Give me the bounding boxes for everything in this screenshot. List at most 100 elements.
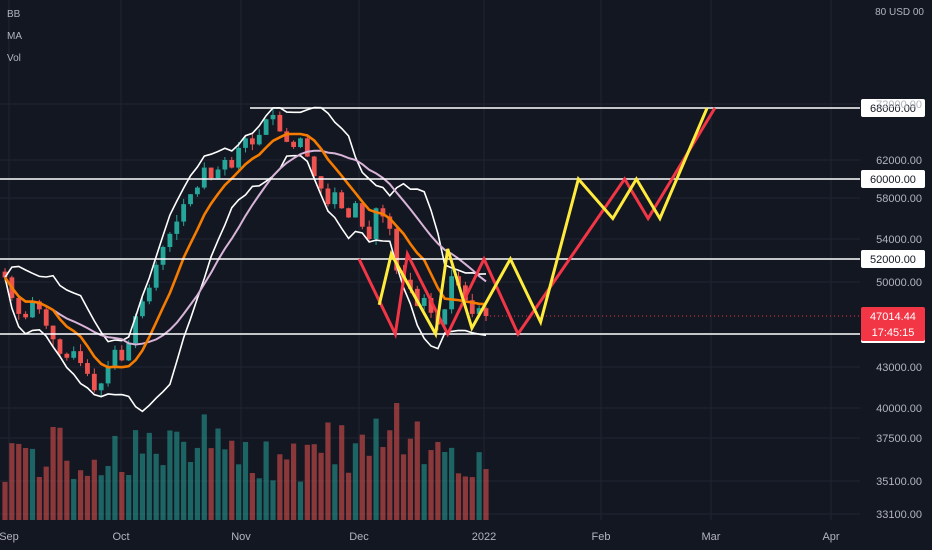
price-tick-label: 50000.00	[876, 277, 922, 289]
candle-body	[394, 228, 400, 271]
volume-bar	[16, 443, 22, 520]
volume-bar	[359, 434, 365, 520]
volume-bar	[222, 449, 228, 520]
volume-bar	[428, 450, 434, 520]
volume-bar	[2, 481, 8, 520]
volume-bar	[29, 448, 36, 520]
volume-bar	[64, 460, 70, 520]
candle-body	[243, 138, 248, 148]
currency-label[interactable]: 80 USD 00	[875, 7, 924, 18]
volume-bar	[476, 452, 482, 520]
bb-lower-band	[4, 154, 487, 413]
legend-ma[interactable]: MA	[7, 31, 22, 42]
candle-body	[339, 192, 345, 209]
candle-body	[43, 309, 49, 326]
candle-body	[16, 297, 22, 314]
volume-bar	[442, 451, 448, 520]
volume-bar	[174, 431, 180, 520]
volume-bar	[380, 447, 386, 520]
volume-bar	[414, 421, 420, 520]
price-tick-label: 62000.00	[876, 155, 922, 167]
candle-body	[291, 141, 296, 147]
volume-bar	[36, 476, 42, 520]
candle-body	[2, 271, 8, 278]
volume-bar	[91, 459, 97, 520]
axes: 68000.0060000.0052000.0045500.0072000.00…	[0, 99, 925, 543]
volume-bar	[236, 464, 242, 520]
volume-bar	[181, 441, 187, 520]
price-tick-label: 33100.00	[876, 509, 922, 521]
projection-red-line	[357, 107, 717, 340]
projection-yellow-line	[377, 107, 709, 339]
candle-body	[421, 297, 427, 306]
candle-body	[119, 349, 125, 361]
candle-body	[366, 226, 372, 239]
price-tick-label: 35100.00	[876, 476, 922, 488]
candle-body	[174, 221, 180, 234]
candle-body	[476, 308, 482, 314]
candle-body	[195, 187, 200, 195]
volume-bar	[23, 448, 29, 520]
candle-body	[277, 114, 283, 132]
level-label: 52000.00	[870, 254, 916, 266]
last-price-countdown: 17:45:15	[872, 327, 915, 339]
volume-bar	[366, 455, 372, 520]
projections	[357, 107, 717, 340]
volume-bar	[43, 466, 49, 520]
volume-bar	[242, 441, 249, 520]
candle-body	[36, 301, 42, 310]
volume-bar	[435, 441, 441, 520]
time-tick-label: Oct	[112, 531, 129, 543]
candle-body	[222, 160, 228, 170]
legend-vol[interactable]: Vol	[7, 53, 21, 64]
volume-bar	[208, 448, 214, 520]
time-tick-label: 2022	[472, 531, 496, 543]
ma-slow-line	[4, 149, 487, 346]
candle-body	[380, 208, 386, 217]
volume-bars	[2, 403, 489, 520]
candle-body	[353, 203, 358, 218]
time-tick-label: Mar	[702, 531, 721, 543]
candle-body	[188, 194, 193, 205]
candle-body	[449, 276, 455, 310]
volume-bar	[146, 432, 152, 520]
candle-body	[359, 203, 365, 227]
ma-fast-line	[3, 132, 487, 369]
candle-body	[57, 339, 63, 354]
level-label: 68000.00	[870, 103, 916, 115]
candle-body	[263, 119, 269, 135]
volume-bar	[98, 475, 104, 520]
volume-bar	[229, 440, 235, 520]
volume-bar	[77, 470, 84, 520]
candle-body	[50, 325, 56, 340]
candle-body	[462, 285, 468, 301]
bb-upper-band	[4, 106, 487, 343]
level-label-box	[861, 99, 925, 117]
candle-body	[256, 134, 262, 145]
candle-body	[414, 288, 420, 306]
candle-body	[91, 373, 97, 391]
candle-body	[428, 297, 434, 313]
candle-body	[408, 279, 413, 289]
volume-bar	[132, 430, 139, 520]
candle-body	[160, 247, 166, 265]
last-price-value: 47014.44	[870, 311, 916, 323]
price-tick-label: 40000.00	[876, 403, 922, 415]
candle-body	[112, 349, 118, 367]
candle-body	[346, 208, 351, 218]
time-tick-label: Nov	[231, 531, 251, 543]
volume-bar	[394, 403, 400, 520]
volume-bar	[57, 427, 63, 520]
candle-body	[64, 353, 70, 358]
legend-bb[interactable]: BB	[7, 9, 21, 20]
volume-bar	[332, 464, 338, 520]
candle-body	[298, 138, 303, 147]
candle-body	[208, 167, 214, 179]
candle-body	[311, 156, 317, 177]
volume-bar	[71, 478, 77, 520]
volume-bar	[277, 454, 283, 520]
volume-bar	[249, 473, 255, 520]
volume-bar	[345, 472, 352, 520]
candle-body	[146, 287, 152, 302]
